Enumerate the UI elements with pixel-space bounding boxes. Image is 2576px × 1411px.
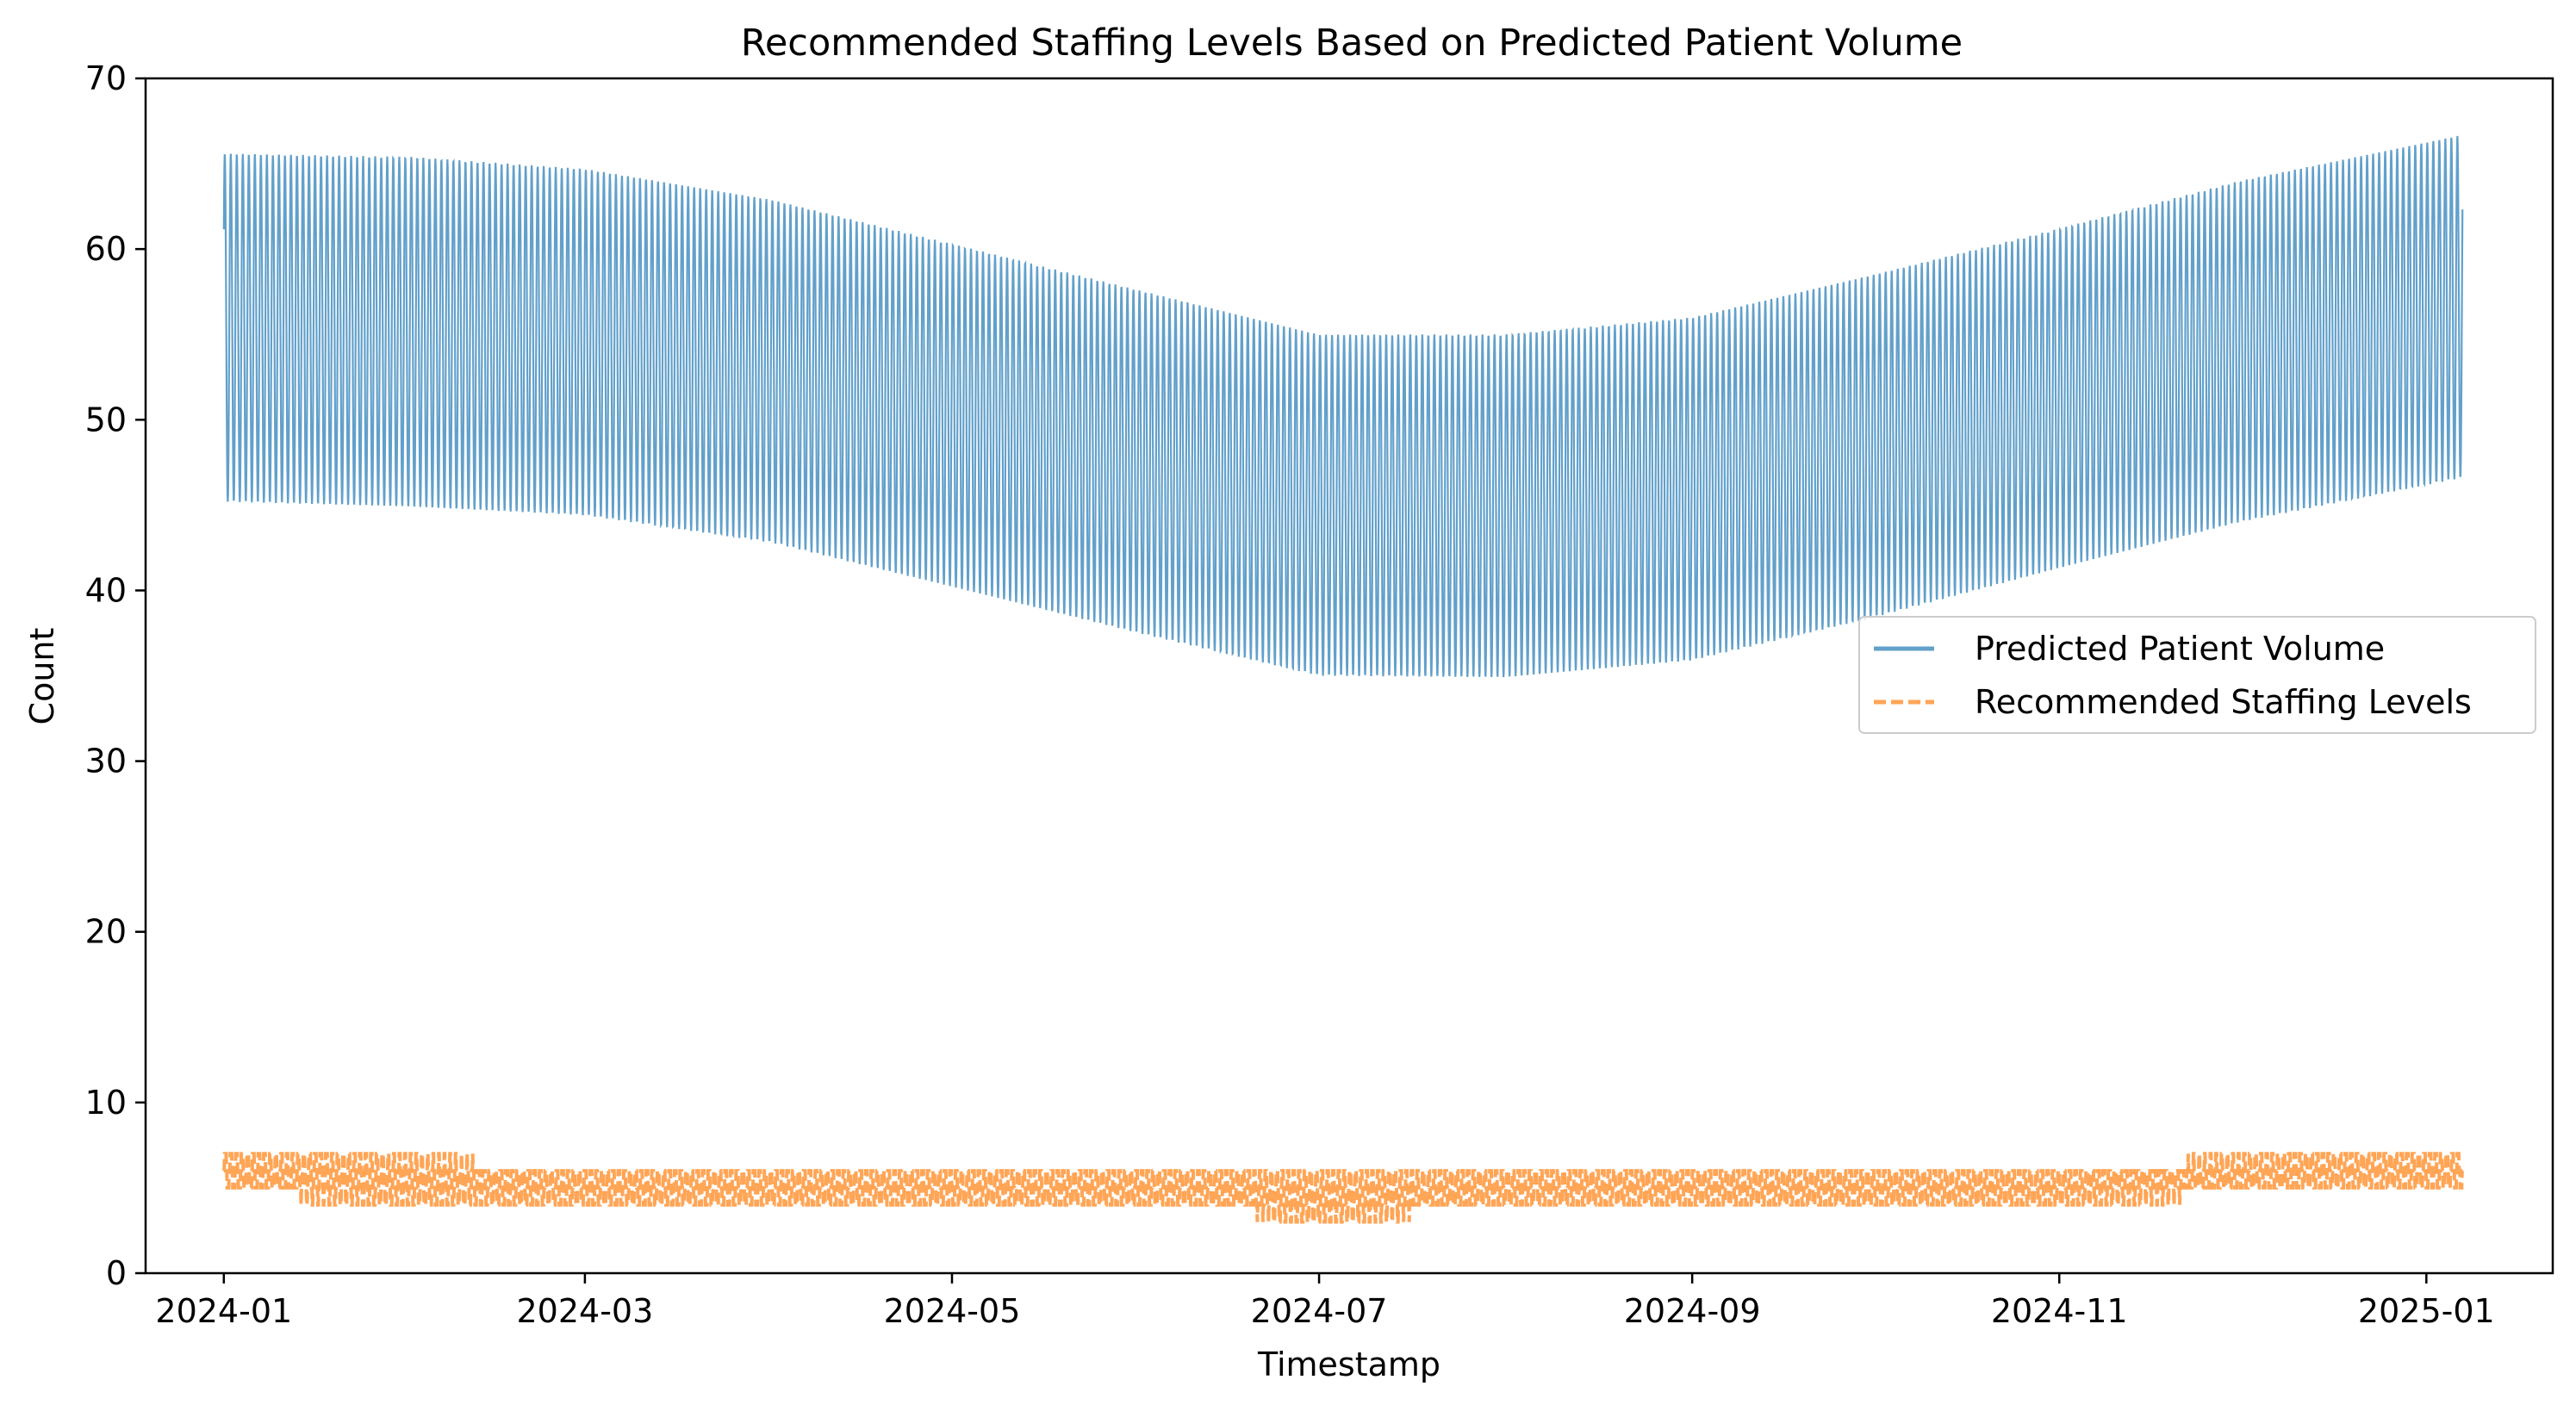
y-tick-label: 40	[85, 571, 127, 609]
x-tick-label: 2024-05	[884, 1292, 1021, 1330]
x-tick-label: 2024-11	[1991, 1292, 2128, 1330]
y-axis-label: Count	[23, 628, 61, 725]
y-tick-label: 20	[85, 913, 127, 951]
x-tick-label: 2024-09	[1624, 1292, 1761, 1330]
y-tick-label: 50	[85, 401, 127, 438]
y-tick-label: 70	[85, 59, 127, 97]
y-tick-label: 60	[85, 230, 127, 268]
y-tick-label: 0	[106, 1254, 127, 1292]
legend-label-recommended-staffing: Recommended Staffing Levels	[1975, 683, 2472, 721]
x-tick-label: 2024-03	[517, 1292, 654, 1330]
y-axis: 0 10 20 30 40 50 60 70	[85, 59, 146, 1292]
series-line-predicted-volume	[222, 135, 2464, 678]
y-tick-label: 30	[85, 743, 127, 780]
chart-title: Recommended Staffing Levels Based on Pre…	[741, 22, 1963, 65]
legend-box	[1858, 616, 2536, 734]
legend-label-predicted-volume: Predicted Patient Volume	[1975, 630, 2385, 668]
plot-marks	[222, 135, 2464, 1224]
x-tick-label: 2024-07	[1251, 1292, 1388, 1330]
x-tick-label: 2024-01	[155, 1292, 292, 1330]
series-line-recommended-staffing	[222, 1152, 2464, 1224]
legend: Predicted Patient Volume Recommended Sta…	[1858, 616, 2536, 734]
x-axis: 2024-01 2024-03 2024-05 2024-07 2024-09 2024-…	[155, 1273, 2495, 1330]
x-tick-label: 2025-01	[2358, 1292, 2495, 1330]
y-tick-label: 10	[85, 1084, 127, 1122]
plot-frame	[144, 77, 2554, 1275]
x-axis-label: Timestamp	[1257, 1346, 1440, 1383]
